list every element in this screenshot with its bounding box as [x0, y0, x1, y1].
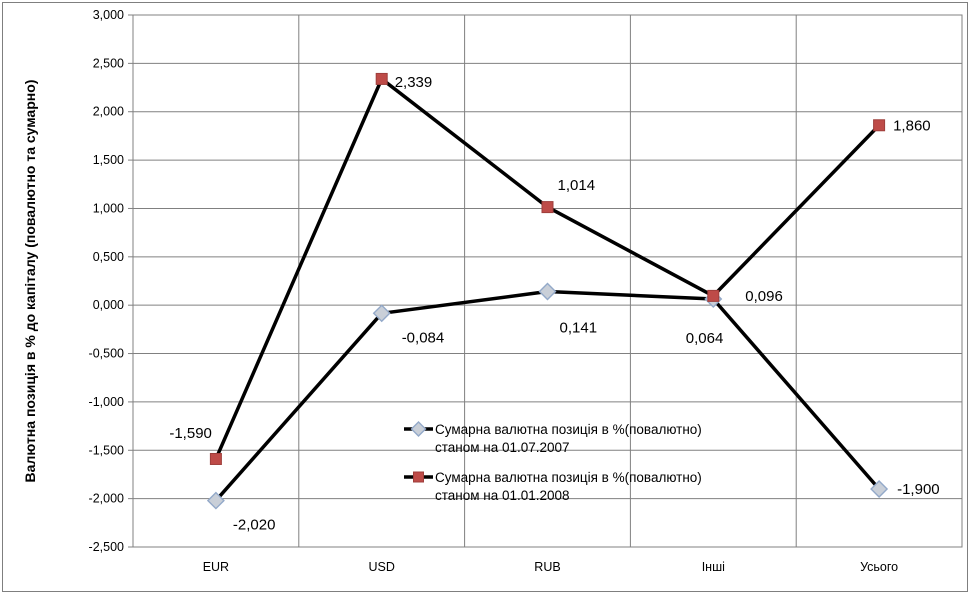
diamond-marker [206, 491, 225, 510]
legend-label-line1: Сумарна валютна позиція в %(повалютно) [435, 470, 702, 485]
y-tick-label: -1,000 [89, 395, 124, 409]
data-label: -2,020 [233, 517, 276, 534]
y-tick-label: 1,000 [93, 201, 124, 215]
data-label: 0,064 [686, 330, 724, 347]
data-label: -1,590 [169, 425, 212, 442]
x-category-label: USD [368, 560, 394, 574]
y-tick-label: 2,000 [93, 105, 124, 119]
data-label: 1,860 [893, 117, 931, 134]
x-category-label: RUB [534, 560, 560, 574]
y-tick-label: -0,500 [89, 347, 124, 361]
data-label: 1,014 [558, 177, 596, 194]
square-marker [541, 201, 554, 214]
diamond-marker [372, 304, 391, 323]
square-marker [873, 119, 886, 132]
square-marker [413, 471, 424, 483]
y-tick-label: 0,500 [93, 250, 124, 264]
plot-area-border [132, 14, 963, 548]
data-label: -0,084 [402, 329, 445, 346]
diamond-marker [870, 479, 889, 498]
legend-label-line2: станом на 01.01.2008 [435, 488, 570, 503]
y-tick-label: 0,000 [93, 298, 124, 312]
x-category-label: Інші [702, 560, 725, 574]
data-label: 0,141 [560, 320, 598, 337]
y-tick-label: -2,500 [89, 540, 124, 554]
square-marker [209, 452, 222, 465]
y-tick-label: -2,000 [89, 492, 124, 506]
data-label: 0,096 [745, 288, 783, 305]
y-axis-title: Валютна позиція в % до капіталу (повалют… [22, 79, 38, 483]
y-tick-label: -1,500 [89, 443, 124, 457]
diamond-marker [410, 421, 427, 437]
y-tick-label: 1,500 [93, 153, 124, 167]
diamond-marker [538, 282, 557, 301]
square-marker [375, 72, 388, 85]
y-tick-label: 3,000 [93, 8, 124, 22]
square-marker [707, 289, 720, 302]
data-label: -1,900 [897, 481, 940, 498]
legend-label-line2: станом на 01.07.2007 [435, 440, 570, 455]
data-label: 2,339 [395, 74, 433, 91]
legend-label-line1: Сумарна валютна позиція в %(повалютно) [435, 422, 702, 437]
x-category-label: EUR [203, 560, 229, 574]
y-tick-label: 2,500 [93, 56, 124, 70]
x-category-label: Усього [860, 560, 898, 574]
